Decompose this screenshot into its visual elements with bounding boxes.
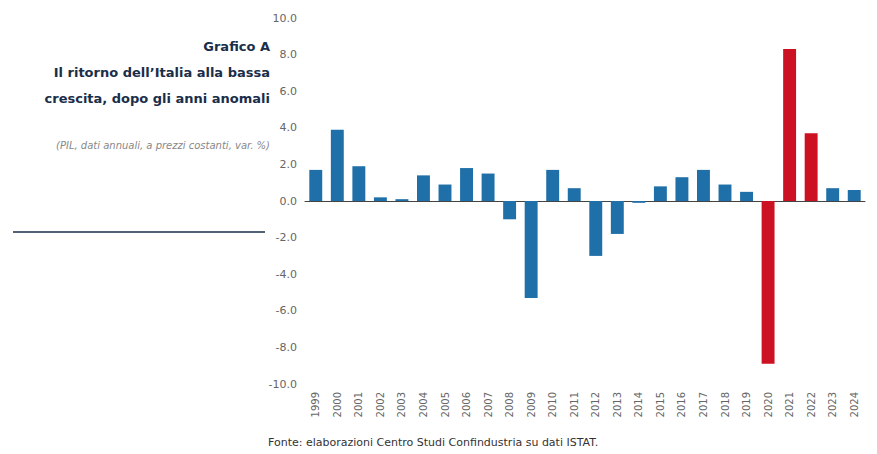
svg-text:Grafico A: Grafico A xyxy=(203,39,270,54)
svg-text:-2.0: -2.0 xyxy=(276,231,297,244)
svg-text:1999: 1999 xyxy=(310,392,321,417)
svg-text:2024: 2024 xyxy=(849,392,860,417)
svg-text:10.0: 10.0 xyxy=(273,12,298,25)
svg-text:2008: 2008 xyxy=(504,392,515,417)
svg-text:2004: 2004 xyxy=(418,392,429,417)
svg-text:crescita, dopo gli anni anomal: crescita, dopo gli anni anomali xyxy=(45,91,270,106)
svg-text:-4.0: -4.0 xyxy=(276,268,297,281)
svg-text:2018: 2018 xyxy=(720,392,731,417)
svg-text:2.0: 2.0 xyxy=(280,158,298,171)
svg-text:2010: 2010 xyxy=(547,392,558,417)
svg-text:2012: 2012 xyxy=(590,392,601,417)
svg-text:2006: 2006 xyxy=(461,392,472,417)
svg-text:2003: 2003 xyxy=(396,392,407,417)
svg-text:-6.0: -6.0 xyxy=(276,304,297,317)
svg-text:2013: 2013 xyxy=(612,392,623,417)
svg-text:8.0: 8.0 xyxy=(280,48,298,61)
svg-text:2021: 2021 xyxy=(784,392,795,417)
svg-text:0.0: 0.0 xyxy=(280,195,298,208)
svg-text:Il ritorno dell’Italia alla ba: Il ritorno dell’Italia alla bassa xyxy=(54,65,270,80)
svg-text:2017: 2017 xyxy=(698,392,709,417)
svg-text:2014: 2014 xyxy=(633,392,644,417)
svg-text:2009: 2009 xyxy=(526,392,537,417)
svg-text:Fonte: elaborazioni Centro Stu: Fonte: elaborazioni Centro Studi Confind… xyxy=(268,436,598,449)
svg-text:2001: 2001 xyxy=(353,392,364,417)
svg-text:2023: 2023 xyxy=(827,392,838,417)
svg-text:6.0: 6.0 xyxy=(280,85,298,98)
svg-text:2020: 2020 xyxy=(763,392,774,417)
svg-text:4.0: 4.0 xyxy=(280,121,298,134)
svg-text:2007: 2007 xyxy=(483,392,494,417)
svg-text:2022: 2022 xyxy=(806,392,817,417)
svg-text:-10.0: -10.0 xyxy=(269,378,297,391)
svg-text:2011: 2011 xyxy=(569,392,580,417)
svg-text:2019: 2019 xyxy=(741,392,752,417)
svg-text:2005: 2005 xyxy=(440,392,451,417)
svg-text:2000: 2000 xyxy=(332,392,343,417)
svg-text:2002: 2002 xyxy=(375,392,386,417)
svg-text:2015: 2015 xyxy=(655,392,666,417)
svg-text:-8.0: -8.0 xyxy=(276,341,297,354)
svg-text:(PIL, dati annuali, a prezzi c: (PIL, dati annuali, a prezzi costanti, v… xyxy=(56,140,270,151)
svg-text:2016: 2016 xyxy=(676,392,687,417)
